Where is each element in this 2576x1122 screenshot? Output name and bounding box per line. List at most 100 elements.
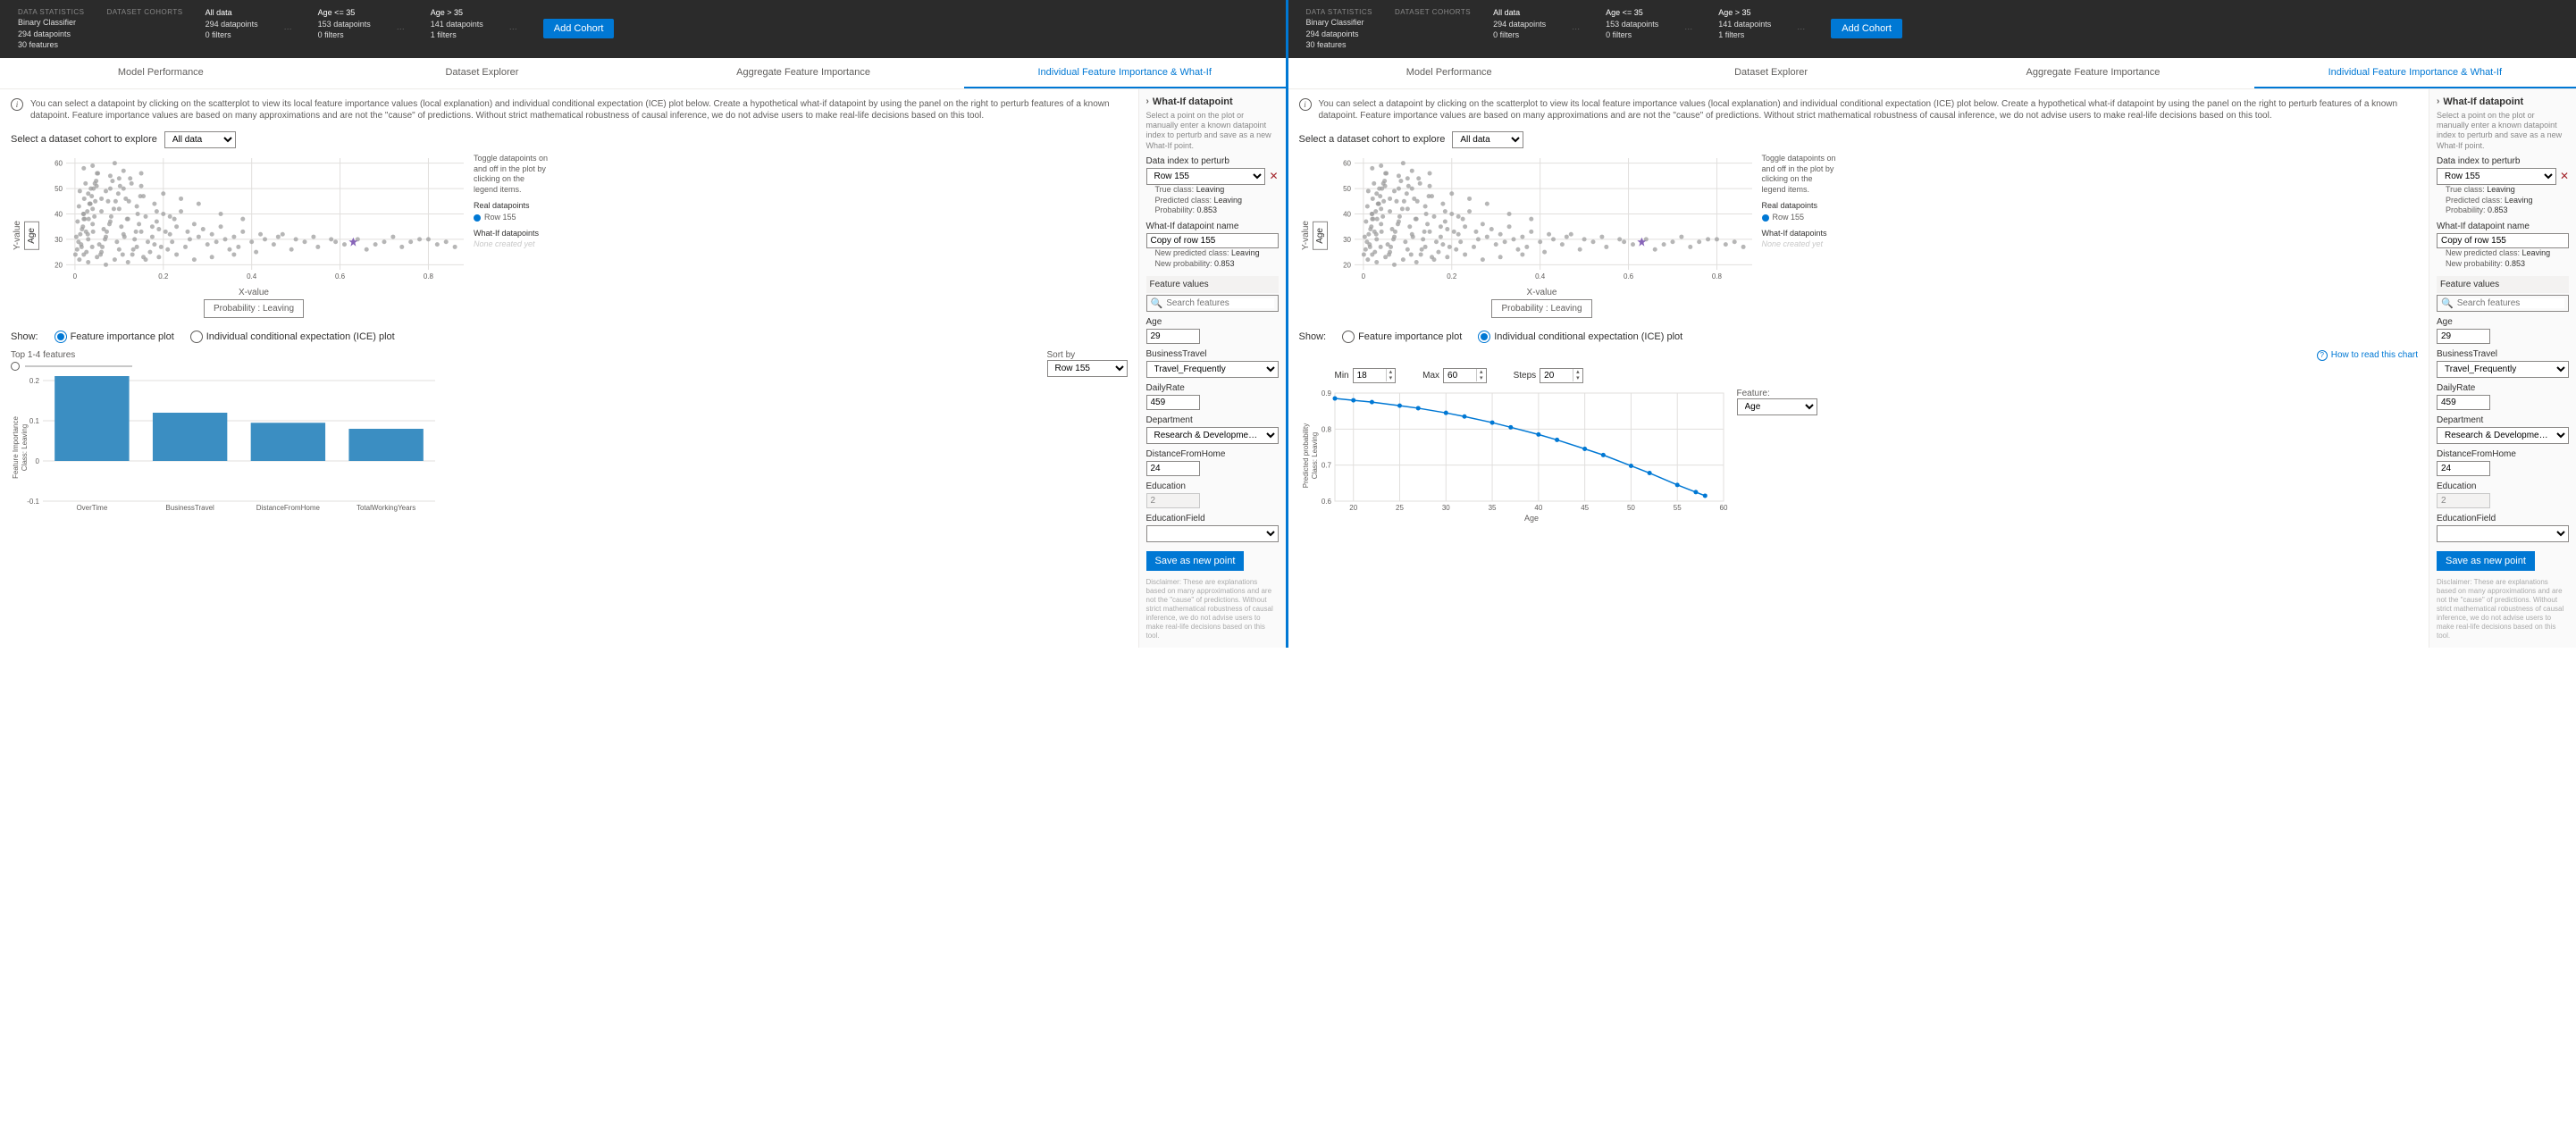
cohort-0[interactable]: All data294 datapoints0 filters xyxy=(1493,7,1546,41)
field-input-3[interactable]: Research & Developme… xyxy=(2437,427,2569,444)
search-input[interactable] xyxy=(2457,298,2564,308)
name-input[interactable] xyxy=(1146,233,1279,248)
feature-select[interactable]: Age xyxy=(1737,398,1817,415)
min-input[interactable]: ▴▾ xyxy=(1353,368,1397,383)
field-input-6[interactable] xyxy=(2437,525,2569,542)
cohort-select[interactable]: All data xyxy=(164,131,236,148)
delete-icon[interactable]: ✕ xyxy=(1269,170,1278,182)
radio-feature-importance[interactable]: Feature importance plot xyxy=(55,331,174,343)
add-cohort-button[interactable]: Add Cohort xyxy=(543,19,615,38)
y-axis-box[interactable]: Age xyxy=(24,222,39,250)
ellipsis-icon[interactable]: ⋯ xyxy=(393,24,408,34)
ellipsis-icon[interactable]: ⋯ xyxy=(1793,24,1808,34)
scatter-plot[interactable]: 00.20.40.60.82030405060 xyxy=(1328,154,1757,288)
field-input-2[interactable] xyxy=(2437,395,2490,410)
cohort-0[interactable]: All data294 datapoints0 filters xyxy=(206,7,258,41)
svg-text:0.4: 0.4 xyxy=(247,272,257,280)
tab-0[interactable]: Model Performance xyxy=(1288,58,1610,88)
bar-chart[interactable]: -0.100.10.2OverTimeBusinessTravelDistanc… xyxy=(11,376,440,519)
svg-text:0.2: 0.2 xyxy=(29,377,40,385)
radio-ice[interactable]: Individual conditional expectation (ICE)… xyxy=(1478,331,1682,343)
field-input-0[interactable] xyxy=(1146,329,1200,344)
field-input-6[interactable] xyxy=(1146,525,1279,542)
whatif-desc: Select a point on the plot or manually e… xyxy=(1146,111,1279,151)
whatif-title[interactable]: › What-If datapoint xyxy=(2437,96,2569,107)
ellipsis-icon[interactable]: ⋯ xyxy=(506,24,521,34)
x-axis-box[interactable]: Probability : Leaving xyxy=(1491,299,1591,318)
show-row: Show: Feature importance plot Individual… xyxy=(1299,331,2419,343)
chevron-up-icon[interactable]: ▴ xyxy=(1477,369,1486,375)
y-axis-box[interactable]: Age xyxy=(1313,222,1328,250)
tab-3[interactable]: Individual Feature Importance & What-If xyxy=(2254,58,2576,88)
cohort-1[interactable]: Age <= 35153 datapoints0 filters xyxy=(1606,7,1658,41)
tab-1[interactable]: Dataset Explorer xyxy=(322,58,643,88)
cohort-1[interactable]: Age <= 35153 datapoints0 filters xyxy=(318,7,371,41)
cohort-2[interactable]: Age > 35141 datapoints1 filters xyxy=(431,7,483,41)
idx-select[interactable]: Row 155 xyxy=(2437,168,2556,185)
ellipsis-icon[interactable]: ⋯ xyxy=(1568,24,1583,34)
tab-0[interactable]: Model Performance xyxy=(0,58,322,88)
tab-3[interactable]: Individual Feature Importance & What-If xyxy=(964,58,1286,88)
field-input-5[interactable] xyxy=(2437,493,2490,508)
save-button[interactable]: Save as new point xyxy=(2437,551,2535,571)
disclaimer: Disclaimer: These are explanations based… xyxy=(1146,578,1279,641)
info-text: You can select a datapoint by clicking o… xyxy=(1319,98,2419,122)
topk-slider[interactable] xyxy=(11,362,1047,371)
svg-text:30: 30 xyxy=(55,236,63,244)
chevron-down-icon[interactable]: ▾ xyxy=(1387,375,1396,381)
save-button[interactable]: Save as new point xyxy=(1146,551,1245,571)
tab-2[interactable]: Aggregate Feature Importance xyxy=(1932,58,2253,88)
field-input-4[interactable] xyxy=(1146,461,1200,476)
radio-feature-importance[interactable]: Feature importance plot xyxy=(1342,331,1462,343)
field-input-0[interactable] xyxy=(2437,329,2490,344)
ice-chart[interactable]: 2025303540455055600.60.70.80.9 Predicted… xyxy=(1299,389,1728,523)
ellipsis-icon[interactable]: ⋯ xyxy=(1681,24,1696,34)
tabs: Model PerformanceDataset ExplorerAggrega… xyxy=(1288,58,2576,89)
radio-ice[interactable]: Individual conditional expectation (ICE)… xyxy=(190,331,395,343)
max-input[interactable]: ▴▾ xyxy=(1443,368,1487,383)
cohorts-label: DATASET COHORTS xyxy=(106,7,182,17)
cohort-2[interactable]: Age > 35141 datapoints1 filters xyxy=(1718,7,1771,41)
svg-text:60: 60 xyxy=(55,160,63,168)
sort-select[interactable]: Row 155 xyxy=(1047,360,1128,377)
idx-select[interactable]: Row 155 xyxy=(1146,168,1266,185)
chevron-down-icon[interactable]: ▾ xyxy=(1477,375,1486,381)
svg-text:OverTime: OverTime xyxy=(76,504,107,512)
tab-2[interactable]: Aggregate Feature Importance xyxy=(642,58,964,88)
howto-link[interactable]: ?How to read this chart xyxy=(2317,350,2418,361)
search-box[interactable]: 🔍 xyxy=(2437,295,2569,312)
delete-icon[interactable]: ✕ xyxy=(2560,170,2569,182)
svg-text:DistanceFromHome: DistanceFromHome xyxy=(256,504,321,512)
field-input-4[interactable] xyxy=(2437,461,2490,476)
steps-input[interactable]: ▴▾ xyxy=(1540,368,1583,383)
whatif-title[interactable]: › What-If datapoint xyxy=(1146,96,1279,107)
field-input-5[interactable] xyxy=(1146,493,1200,508)
svg-text:Age: Age xyxy=(1523,514,1538,523)
chevron-down-icon[interactable]: ▾ xyxy=(1573,375,1582,381)
x-axis-label: X-value xyxy=(1527,288,1557,297)
scatter-plot[interactable]: 00.20.40.60.82030405060 xyxy=(39,154,468,288)
svg-text:0.6: 0.6 xyxy=(1321,498,1331,506)
svg-text:40: 40 xyxy=(1534,504,1542,512)
legend-row155[interactable]: Row 155 xyxy=(474,213,549,223)
add-cohort-button[interactable]: Add Cohort xyxy=(1831,19,1902,38)
legend-row155[interactable]: Row 155 xyxy=(1762,213,1837,223)
field-input-2[interactable] xyxy=(1146,395,1200,410)
x-axis-box[interactable]: Probability : Leaving xyxy=(204,299,304,318)
chevron-up-icon[interactable]: ▴ xyxy=(1573,369,1582,375)
name-label: What-If datapoint name xyxy=(2437,222,2569,231)
field-input-1[interactable]: Travel_Frequently xyxy=(2437,361,2569,378)
search-input[interactable] xyxy=(1166,298,1273,308)
tab-1[interactable]: Dataset Explorer xyxy=(1610,58,1932,88)
chevron-up-icon[interactable]: ▴ xyxy=(1387,369,1396,375)
search-box[interactable]: 🔍 xyxy=(1146,295,1279,312)
meta-block: True class: Leaving Predicted class: Lea… xyxy=(2437,185,2569,216)
field-input-1[interactable]: Travel_Frequently xyxy=(1146,361,1279,378)
field-label-1: BusinessTravel xyxy=(2437,349,2569,359)
name-input[interactable] xyxy=(2437,233,2569,248)
cohort-select[interactable]: All data xyxy=(1452,131,1523,148)
header: DATA STATISTICS Binary Classifier294 dat… xyxy=(0,0,1286,58)
ellipsis-icon[interactable]: ⋯ xyxy=(281,24,296,34)
field-input-3[interactable]: Research & Developme… xyxy=(1146,427,1279,444)
field-label-5: Education xyxy=(2437,481,2569,491)
